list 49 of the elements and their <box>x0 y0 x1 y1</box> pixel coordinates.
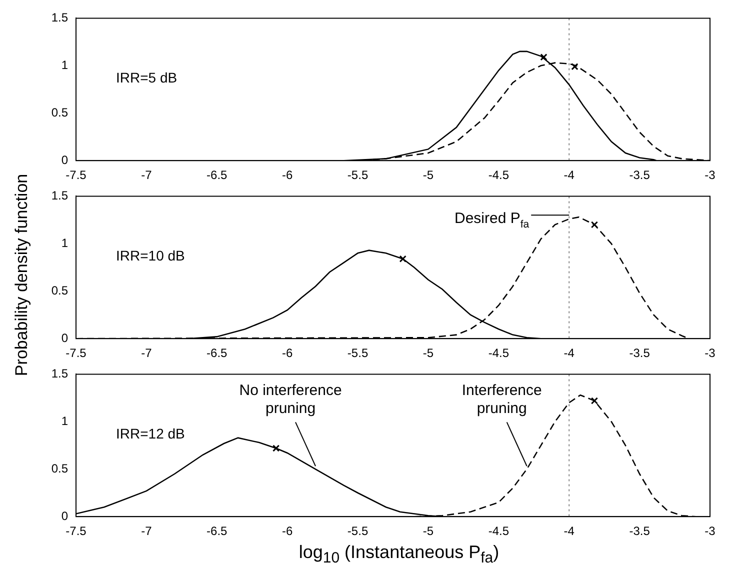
x-tick-label: -4.5 <box>488 168 510 182</box>
x-tick-label: -7 <box>141 168 152 182</box>
x-tick-label: -4.5 <box>488 524 510 538</box>
x-tick-label: -5.5 <box>347 346 368 360</box>
x-tick-label: -4 <box>564 168 575 182</box>
x-tick-label: -7 <box>141 346 152 360</box>
x-tick-label: -5 <box>422 168 434 182</box>
y-tick-label: 1.5 <box>51 366 68 381</box>
x-tick-label: -4 <box>564 346 575 360</box>
x-tick-label: -6 <box>282 524 293 538</box>
y-tick-label: 1 <box>61 58 68 72</box>
x-tick-label: -4.5 <box>488 346 510 360</box>
x-tick-label: -7.5 <box>66 168 87 182</box>
x-tick-label: -3.5 <box>629 524 650 538</box>
y-tick-label: 0.5 <box>51 105 68 120</box>
y-tick-label: 1 <box>61 236 68 250</box>
y-tick-label: 1.5 <box>51 188 68 203</box>
x-tick-label: -5 <box>422 346 434 360</box>
x-tick-label: -7.5 <box>66 346 87 360</box>
y-tick-label: 1.5 <box>51 10 68 25</box>
x-tick-label: -6 <box>282 168 293 182</box>
x-tick-label: -6.5 <box>206 168 228 182</box>
x-tick-label: -6.5 <box>206 524 228 538</box>
y-tick-label: 0 <box>61 508 68 523</box>
y-tick-label: 0 <box>61 152 68 167</box>
y-tick-label: 0.5 <box>51 283 68 298</box>
x-tick-label: -3.5 <box>629 168 650 182</box>
x-tick-label: -7 <box>141 524 152 538</box>
y-tick-label: 1 <box>61 414 68 428</box>
annotation: IRR=12 dB <box>116 425 185 442</box>
x-tick-label: -6 <box>282 346 293 360</box>
x-tick-label: -5.5 <box>347 524 368 538</box>
annotation: IRR=5 dB <box>116 69 178 86</box>
x-tick-label: -6.5 <box>206 346 228 360</box>
x-tick-label: -3 <box>704 168 716 182</box>
annotation: IRR=10 dB <box>116 247 185 264</box>
x-tick-label: -5 <box>422 524 434 538</box>
y-tick-label: 0.5 <box>51 461 68 476</box>
x-tick-label: -5.5 <box>347 168 368 182</box>
y-axis-title: Probability density function <box>12 174 32 376</box>
x-tick-label: -7.5 <box>66 524 87 538</box>
x-tick-label: -4 <box>564 524 575 538</box>
x-tick-label: -3.5 <box>629 346 650 360</box>
annotation: No interference pruning <box>239 382 342 418</box>
x-axis-title: log$_{10}$ (Instantaneous P$_{fa}$) <box>298 542 500 567</box>
x-tick-label: -3 <box>704 346 716 360</box>
annotation: Interference pruning <box>462 382 542 418</box>
y-tick-label: 0 <box>61 330 68 345</box>
x-tick-label: -3 <box>704 524 716 538</box>
